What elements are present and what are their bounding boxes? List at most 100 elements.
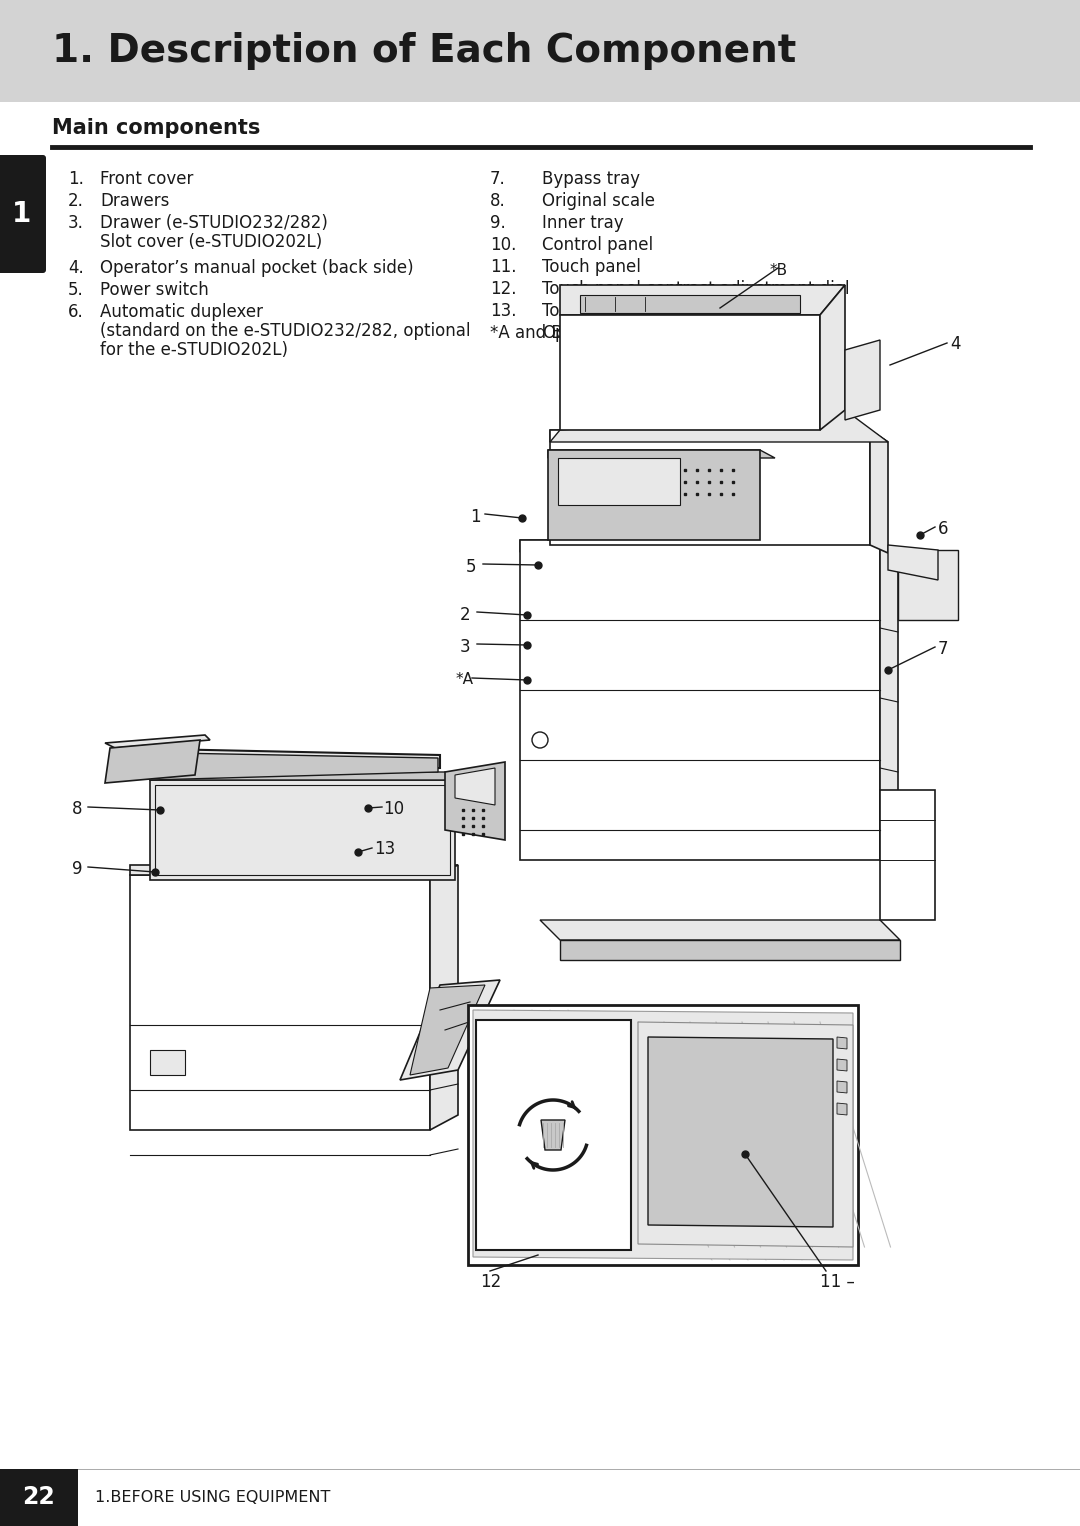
Text: Original scale: Original scale bbox=[542, 192, 654, 211]
Polygon shape bbox=[837, 1080, 847, 1093]
Polygon shape bbox=[519, 540, 897, 552]
Polygon shape bbox=[548, 450, 760, 540]
Polygon shape bbox=[837, 1038, 847, 1048]
Text: 3: 3 bbox=[460, 638, 471, 656]
FancyBboxPatch shape bbox=[0, 156, 46, 273]
Polygon shape bbox=[548, 450, 775, 458]
Polygon shape bbox=[845, 340, 880, 420]
Text: Bypass tray: Bypass tray bbox=[542, 169, 640, 188]
Text: Drawers: Drawers bbox=[100, 192, 170, 211]
Polygon shape bbox=[400, 980, 500, 1080]
Text: 5: 5 bbox=[465, 559, 476, 575]
Polygon shape bbox=[105, 740, 200, 783]
Text: Operator’s manual pocket (back side): Operator’s manual pocket (back side) bbox=[100, 259, 414, 278]
Text: Automatic duplexer: Automatic duplexer bbox=[100, 304, 264, 320]
Text: Slot cover (e-STUDIO202L): Slot cover (e-STUDIO202L) bbox=[100, 233, 322, 250]
Text: 7.: 7. bbox=[490, 169, 505, 188]
Text: 3.: 3. bbox=[68, 214, 84, 232]
Text: 11 –: 11 – bbox=[820, 1273, 855, 1291]
Polygon shape bbox=[156, 784, 450, 874]
Polygon shape bbox=[638, 1022, 853, 1247]
Bar bbox=[0, 0, 1080, 102]
Polygon shape bbox=[558, 458, 680, 505]
Polygon shape bbox=[888, 545, 939, 580]
Polygon shape bbox=[120, 752, 438, 780]
Text: 5.: 5. bbox=[68, 281, 84, 299]
Text: Toner: Toner bbox=[542, 302, 588, 320]
Text: 12: 12 bbox=[480, 1273, 501, 1291]
Text: 4.: 4. bbox=[68, 259, 84, 278]
Text: 13.: 13. bbox=[490, 302, 516, 320]
Polygon shape bbox=[897, 549, 958, 620]
Polygon shape bbox=[540, 920, 900, 940]
Text: Inner tray: Inner tray bbox=[542, 214, 623, 232]
Text: *A: *A bbox=[456, 671, 474, 687]
Text: 1: 1 bbox=[470, 508, 481, 526]
Text: Main components: Main components bbox=[52, 118, 260, 137]
Text: 1.BEFORE USING EQUIPMENT: 1.BEFORE USING EQUIPMENT bbox=[95, 1489, 330, 1505]
Polygon shape bbox=[130, 865, 458, 874]
Text: 13: 13 bbox=[374, 839, 395, 858]
Polygon shape bbox=[648, 1038, 833, 1227]
Polygon shape bbox=[880, 540, 897, 868]
Polygon shape bbox=[541, 1120, 565, 1151]
Polygon shape bbox=[150, 780, 455, 881]
Text: 2: 2 bbox=[460, 606, 471, 624]
Text: *B: *B bbox=[770, 262, 788, 278]
Polygon shape bbox=[837, 1103, 847, 1116]
Polygon shape bbox=[130, 874, 430, 1129]
Text: Control panel: Control panel bbox=[542, 237, 653, 253]
Polygon shape bbox=[519, 540, 880, 861]
Text: 2.: 2. bbox=[68, 192, 84, 211]
Text: Options: Options bbox=[542, 324, 606, 342]
Circle shape bbox=[532, 732, 548, 748]
Polygon shape bbox=[837, 1059, 847, 1071]
Text: *A and B:: *A and B: bbox=[490, 324, 568, 342]
Text: 11.: 11. bbox=[490, 258, 516, 276]
Polygon shape bbox=[561, 314, 820, 430]
Polygon shape bbox=[880, 790, 935, 920]
Polygon shape bbox=[550, 410, 888, 443]
Polygon shape bbox=[820, 285, 845, 430]
Polygon shape bbox=[550, 430, 870, 545]
Text: Touch panel: Touch panel bbox=[542, 258, 640, 276]
Text: 10: 10 bbox=[383, 800, 404, 818]
Text: Drawer (e-STUDIO232/282): Drawer (e-STUDIO232/282) bbox=[100, 214, 328, 232]
Polygon shape bbox=[430, 865, 458, 1129]
Polygon shape bbox=[150, 772, 475, 780]
Text: 1. Description of Each Component: 1. Description of Each Component bbox=[52, 32, 796, 70]
Polygon shape bbox=[550, 430, 888, 443]
Bar bbox=[0, 1470, 78, 1526]
Polygon shape bbox=[105, 736, 210, 748]
Text: 22: 22 bbox=[23, 1485, 55, 1509]
Bar bbox=[476, 1019, 631, 1250]
Text: 6.: 6. bbox=[68, 304, 84, 320]
Polygon shape bbox=[561, 940, 900, 960]
Text: 4: 4 bbox=[950, 336, 960, 353]
Text: for the e-STUDIO202L): for the e-STUDIO202L) bbox=[100, 340, 288, 359]
Text: 1.: 1. bbox=[68, 169, 84, 188]
Polygon shape bbox=[410, 984, 485, 1074]
Text: 8.: 8. bbox=[490, 192, 505, 211]
Text: Front cover: Front cover bbox=[100, 169, 193, 188]
Bar bbox=[0, 1470, 1080, 1526]
Bar bbox=[468, 1006, 858, 1265]
Text: 9: 9 bbox=[72, 861, 82, 877]
Polygon shape bbox=[114, 748, 440, 775]
Text: 7: 7 bbox=[939, 639, 948, 658]
Polygon shape bbox=[455, 768, 495, 806]
Text: 1: 1 bbox=[12, 200, 31, 227]
Polygon shape bbox=[870, 430, 888, 552]
Polygon shape bbox=[561, 285, 845, 314]
Text: 6: 6 bbox=[939, 520, 948, 539]
Text: 10.: 10. bbox=[490, 237, 516, 253]
Polygon shape bbox=[150, 1050, 185, 1074]
Text: Power switch: Power switch bbox=[100, 281, 208, 299]
Polygon shape bbox=[473, 1010, 853, 1260]
Text: 9.: 9. bbox=[490, 214, 505, 232]
Text: (standard on the e-STUDIO232/282, optional: (standard on the e-STUDIO232/282, option… bbox=[100, 322, 471, 340]
Text: Touch panel contrast adjustment dial: Touch panel contrast adjustment dial bbox=[542, 279, 850, 298]
Text: 12.: 12. bbox=[490, 279, 516, 298]
Text: 8: 8 bbox=[72, 800, 82, 818]
Polygon shape bbox=[445, 761, 505, 839]
